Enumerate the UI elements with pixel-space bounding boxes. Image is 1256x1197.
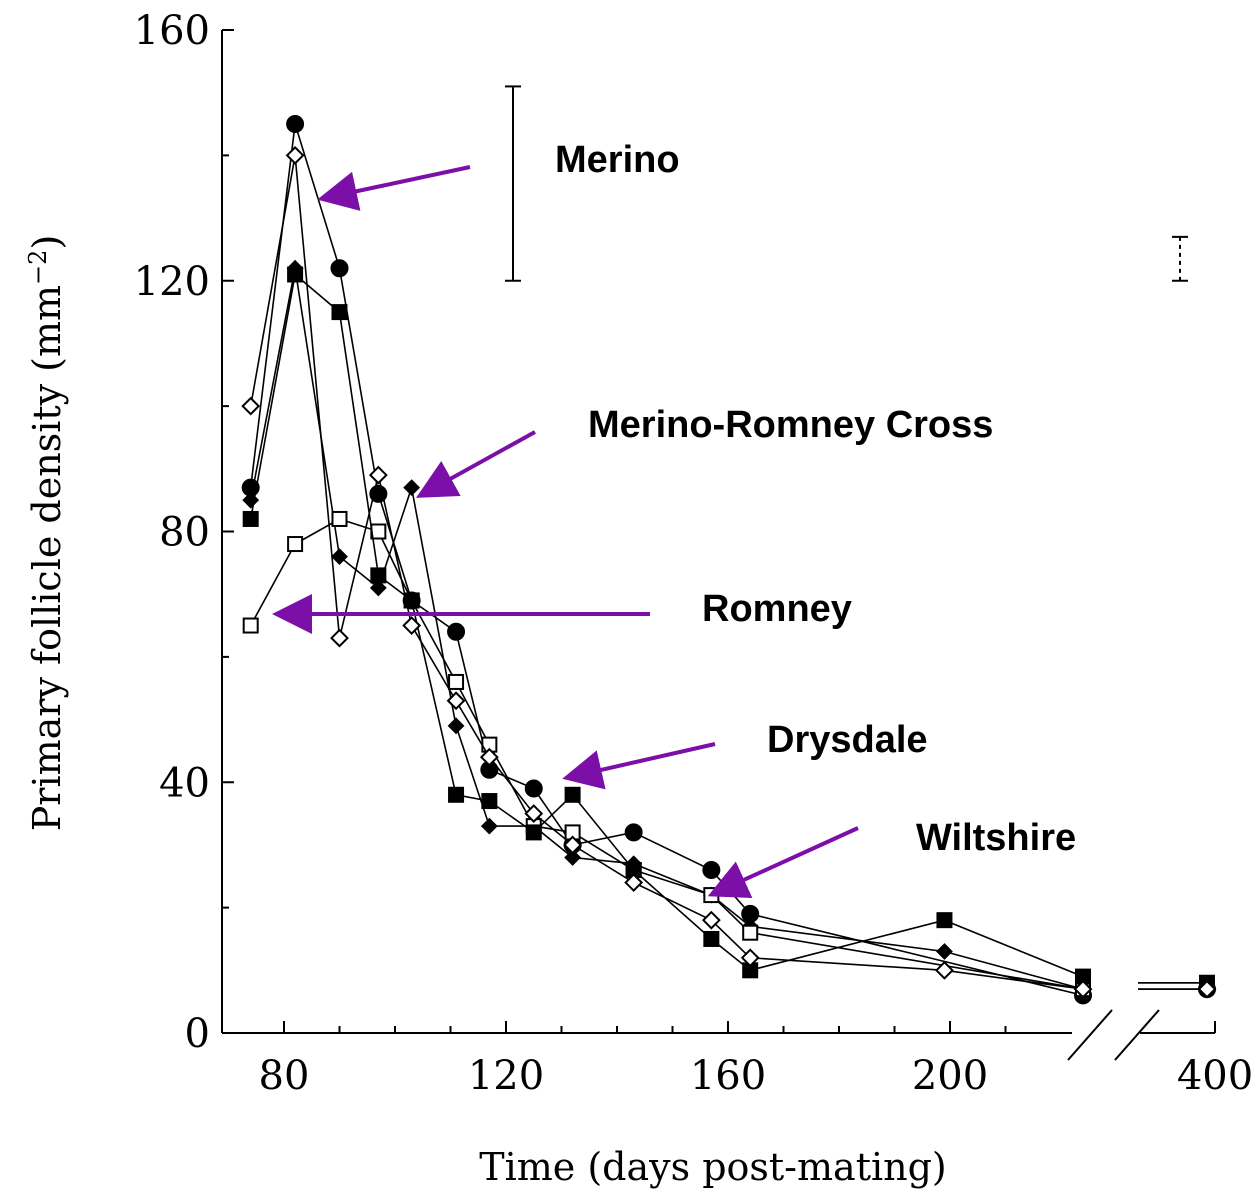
data-point-romney	[242, 617, 259, 634]
data-point-merino-romney-cross	[447, 717, 465, 735]
legend-label-merino: Merino	[555, 139, 680, 181]
series-line-merino	[251, 124, 1207, 995]
data-point-wiltshire	[740, 948, 760, 968]
axes: 0 40 80 120 160 80 120 160 200 400	[134, 8, 1254, 1099]
data-point-wiltshire	[330, 628, 349, 648]
legend-label-wiltshire: Wiltshire	[916, 817, 1076, 859]
data-point-drysdale	[448, 786, 465, 803]
data-point-romney	[370, 523, 387, 540]
data-point-romney	[287, 536, 304, 553]
y-axis-label-main: Primary follicle density (mm	[25, 285, 69, 831]
x-tick-label: 120	[468, 1053, 544, 1099]
y-axis-label-superscript: −2	[24, 250, 52, 285]
data-point-wiltshire	[446, 691, 466, 711]
axis-break-mark	[1067, 1009, 1113, 1061]
series-line-wiltshire	[251, 155, 1207, 989]
data-point-drysdale	[287, 266, 304, 283]
data-point-wiltshire	[402, 616, 422, 635]
y-axis-label-close: )	[25, 235, 69, 250]
data-point-wiltshire	[1197, 979, 1217, 999]
data-point-merino	[624, 823, 643, 842]
error-bars	[505, 85, 1188, 282]
data-point-romney	[331, 510, 348, 527]
data-point-drysdale	[703, 930, 720, 947]
data-point-merino-romney-cross	[403, 479, 421, 497]
data-point-drysdale	[370, 567, 387, 584]
data-point-wiltshire	[563, 835, 583, 855]
x-tick-label: 200	[912, 1053, 988, 1099]
x-axis-label: Time (days post-mating)	[479, 1145, 947, 1189]
data-point-wiltshire	[701, 910, 721, 930]
arrow-drysdale	[562, 742, 716, 790]
data-point-drysdale	[331, 304, 348, 321]
data-point-drysdale	[242, 510, 259, 527]
x-break-tick-label: 400	[1177, 1053, 1253, 1099]
data-point-drysdale	[403, 592, 420, 609]
data-point-merino-romney-cross	[242, 491, 260, 509]
y-tick-label: 160	[134, 8, 210, 54]
data-point-drysdale	[936, 912, 953, 929]
y-tick-label: 120	[134, 259, 210, 305]
series-drysdale	[242, 266, 1215, 991]
series-layer	[241, 115, 1217, 1005]
data-point-romney	[742, 924, 759, 941]
data-point-merino	[702, 861, 721, 880]
arrow-merino	[317, 165, 471, 211]
series-wiltshire	[241, 145, 1217, 999]
data-point-merino	[369, 484, 388, 503]
data-point-wiltshire	[285, 145, 305, 165]
y-tick-label: 0	[185, 1011, 210, 1057]
y-tick-label: 80	[159, 510, 210, 556]
data-point-merino-romney-cross	[564, 849, 582, 866]
data-point-wiltshire	[479, 747, 499, 767]
data-point-merino-romney-cross	[936, 943, 953, 960]
y-axis-label: Primary follicle density (mm−2)	[24, 235, 69, 832]
data-point-wiltshire	[524, 804, 544, 824]
data-point-wiltshire	[1073, 979, 1093, 999]
y-tick-label: 40	[159, 760, 210, 806]
data-point-drysdale	[525, 824, 542, 841]
legend-arrows	[272, 165, 859, 898]
data-point-merino	[330, 259, 349, 278]
data-point-merino-romney-cross	[480, 817, 498, 835]
data-point-wiltshire	[241, 396, 261, 416]
data-point-merino	[524, 779, 543, 798]
data-point-merino-romney-cross	[331, 548, 348, 565]
arrow-wiltshire	[707, 826, 859, 898]
legend-label-merino-romney-cross: Merino-Romney Cross	[588, 404, 993, 446]
data-point-romney	[448, 673, 465, 690]
data-point-merino	[447, 622, 466, 641]
data-point-wiltshire	[368, 465, 388, 485]
data-point-drysdale	[481, 793, 498, 810]
data-point-drysdale	[564, 786, 581, 803]
x-tick-label: 160	[690, 1053, 766, 1099]
axis-break-mark	[1114, 1009, 1160, 1061]
legend-label-drysdale: Drysdale	[767, 719, 928, 761]
x-tick-label: 80	[259, 1053, 310, 1099]
data-point-wiltshire	[624, 873, 644, 892]
legend-label-romney: Romney	[702, 588, 852, 630]
arrow-merino-romney-cross	[416, 430, 536, 498]
svg-text:Primary follicle density (mm−2: Primary follicle density (mm−2)	[24, 235, 69, 832]
data-point-merino	[286, 115, 305, 134]
data-point-romney	[703, 887, 720, 904]
data-point-merino-romney-cross	[369, 579, 387, 597]
data-point-wiltshire	[935, 960, 954, 980]
